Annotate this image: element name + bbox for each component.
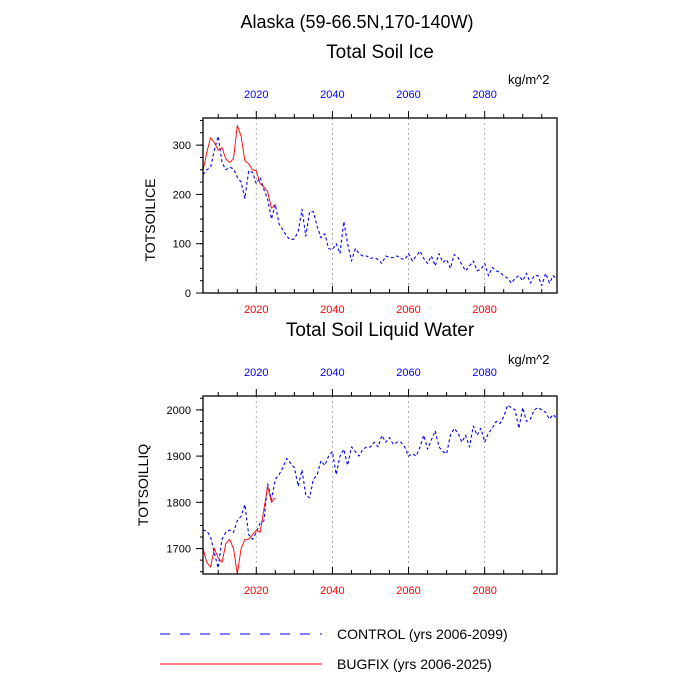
chart2-ytick-label: 1800 [167,497,191,509]
chart2-xtick-label-top: 2080 [472,367,496,379]
chart2-units: kg/m^2 [508,352,550,367]
chart2-series-bugfix-line [202,485,276,575]
chart2-xtick-label-bottom: 2020 [244,585,268,597]
chart1-xtick-label-top: 2020 [244,89,268,101]
chart2-ytick-label: 1700 [167,544,191,556]
chart2-ytick-label: 2000 [167,405,191,417]
chart1-frame [202,117,558,294]
chart1-ylabel: TOTSOILICE [142,179,158,262]
legend-bugfix-label: BUGFIX (yrs 2006-2025) [337,656,492,672]
chart1-xtick-label-bottom: 2020 [244,304,268,316]
legend-control-label: CONTROL (yrs 2006-2099) [337,626,508,642]
chart1-ytick-label: 0 [185,288,191,300]
chart1-ytick-label: 200 [173,189,191,201]
chart1-ytick-label: 100 [173,239,191,251]
chart1-xtick-label-top: 2040 [320,89,344,101]
chart2-xtick-label-top: 2040 [320,367,344,379]
chart1-plot: 0 100 200 300 2020 2020 2040 2040 2060 2060 2080 20… [173,89,558,316]
chart1-xtick-label-top: 2080 [472,89,496,101]
chart2-title: Total Soil Liquid Water [286,320,475,341]
chart1-series-control-line [202,135,558,287]
chart2-ytick-label: 1900 [167,451,191,463]
chart1-xtick-label-bottom: 2080 [472,304,496,316]
chart2-xtick-label-bottom: 2080 [472,585,496,597]
chart1-xtick-label-top: 2060 [396,89,420,101]
chart2-ylabel: TOTSOILLIQ [135,444,151,526]
chart1-units: kg/m^2 [508,72,550,87]
chart2-frame [202,395,558,575]
chart1-xtick-label-bottom: 2060 [396,304,420,316]
figure-title: Alaska (59-66.5N,170-140W) [240,12,473,32]
chart1-xtick-label-bottom: 2040 [320,304,344,316]
chart1-ytick-label: 300 [173,140,191,152]
chart2-plot: 1700 1800 1900 2000 2020 2020 2040 2040 2060 2060… [167,367,558,597]
chart2-xtick-label-bottom: 2040 [320,585,344,597]
chart1-series-bugfix-line [202,124,276,209]
chart1-title: Total Soil Ice [326,42,434,63]
chart2-xtick-label-bottom: 2060 [396,585,420,597]
chart2-xtick-label-top: 2060 [396,367,420,379]
chart2-xtick-label-top: 2020 [244,367,268,379]
